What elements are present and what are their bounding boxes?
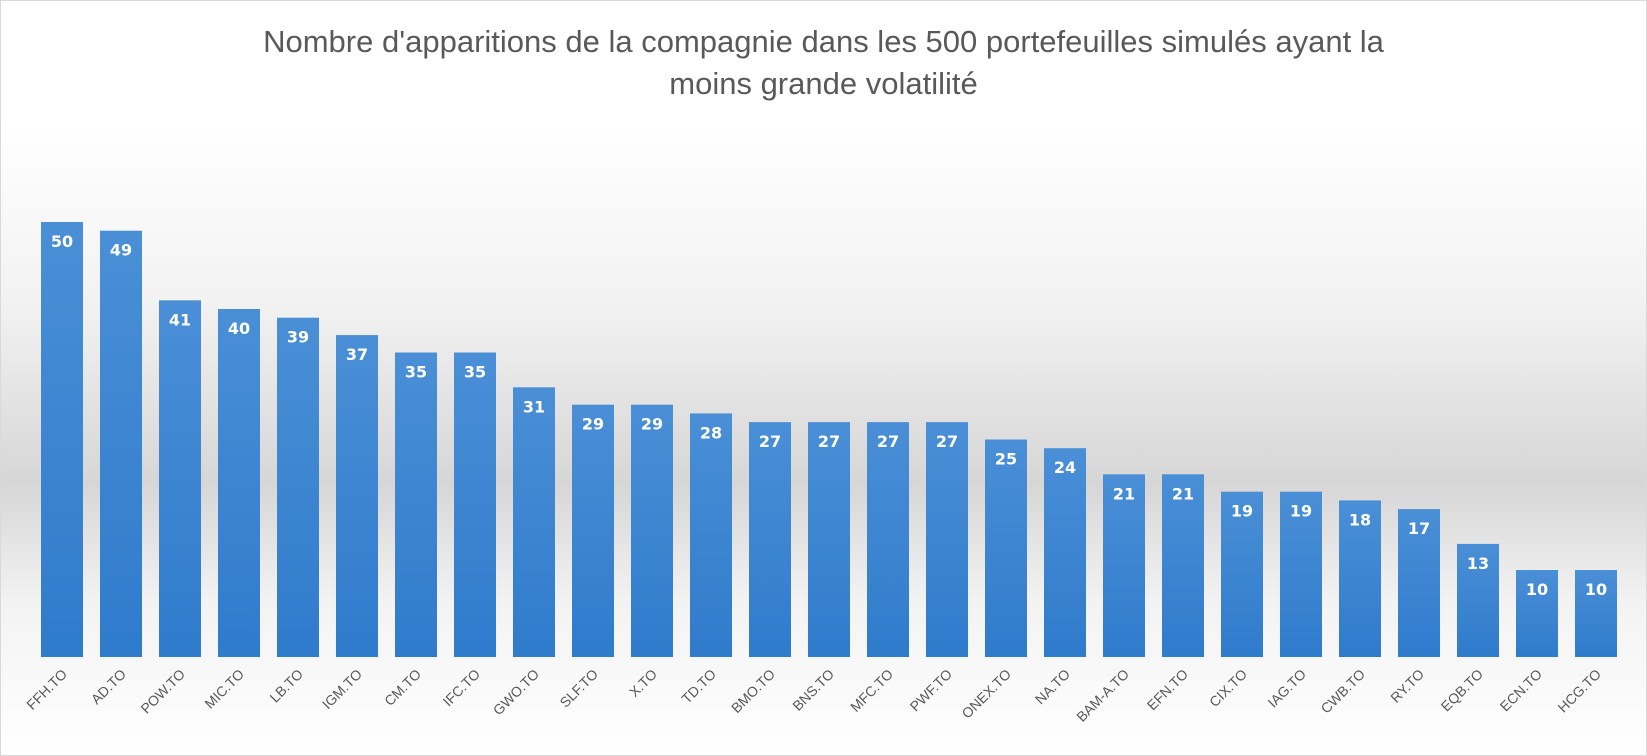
chart-title: Nombre d'apparitions de la compagnie dan… [1,21,1646,105]
bar-POW.TO [159,300,201,657]
bar-GWO.TO [513,387,555,657]
bar-IGM.TO [336,335,378,657]
tick-label-BAM-A.TO: BAM-A.TO [1073,666,1132,725]
bar-ECN.TO [1516,570,1558,657]
bar-CWB.TO [1339,500,1381,657]
bar-EQB.TO [1457,543,1499,657]
tick-label-POW.TO: POW.TO [137,666,188,717]
data-label-ECN.TO: 10 [1526,580,1548,599]
tick-label-IGM.TO: IGM.TO [319,666,365,712]
bar-BNS.TO [808,422,850,657]
chart-title-line-1: Nombre d'apparitions de la compagnie dan… [263,24,1384,59]
tick-label-AD.TO: AD.TO [88,666,129,707]
x-axis-tick-labels: FFH.TO AD.TO POW.TO MIC.TO LB.TO IGM.TO CM.TO I… [23,666,1604,725]
tick-label-TD.TO: TD.TO [678,666,719,707]
bar-TD.TO [690,413,732,657]
data-label-EFN.TO: 21 [1172,484,1194,503]
chart-title-line-2: moins grande volatilité [669,66,978,101]
tick-label-IFC.TO: IFC.TO [440,666,484,710]
tick-label-CWB.TO: CWB.TO [1317,666,1368,717]
data-label-POW.TO: 41 [169,310,191,329]
bar-BMO.TO [749,422,791,657]
data-label-SLF.TO: 29 [582,415,604,434]
tick-label-EQB.TO: EQB.TO [1438,666,1487,715]
data-label-LB.TO: 39 [287,328,309,347]
data-label-ONEX.TO: 25 [995,450,1017,469]
data-label-NA.TO: 24 [1054,458,1076,477]
bar-MFC.TO [867,422,909,657]
data-label-FFH.TO: 50 [51,232,73,251]
bar-EFN.TO [1162,474,1204,657]
bar-AD.TO [100,230,142,657]
tick-label-LB.TO: LB.TO [266,666,306,706]
tick-label-NA.TO: NA.TO [1032,666,1073,707]
data-label-CWB.TO: 18 [1349,510,1371,529]
data-label-RY.TO: 17 [1408,519,1430,538]
data-label-PWF.TO: 27 [936,432,958,451]
bar-HCG.TO [1575,570,1617,657]
tick-label-X.TO: X.TO [626,666,660,700]
data-label-HCG.TO: 10 [1585,580,1607,599]
bar-MIC.TO [218,309,260,657]
tick-label-GWO.TO: GWO.TO [490,666,542,718]
data-label-BAM-A.TO: 21 [1113,484,1135,503]
bar-CIX.TO [1221,491,1263,657]
bars [41,222,1617,657]
bar-BAM-A.TO [1103,474,1145,657]
tick-label-CIX.TO: CIX.TO [1206,666,1250,710]
data-label-X.TO: 29 [641,415,663,434]
bar-IAG.TO [1280,491,1322,657]
data-label-MFC.TO: 27 [877,432,899,451]
data-label-EQB.TO: 13 [1467,554,1489,573]
data-label-IFC.TO: 35 [464,363,486,382]
bar-SLF.TO [572,404,614,657]
data-label-CM.TO: 35 [405,363,427,382]
data-label-GWO.TO: 31 [523,397,545,416]
data-label-BMO.TO: 27 [759,432,781,451]
tick-label-CM.TO: CM.TO [381,666,424,709]
bar-ONEX.TO [985,439,1027,657]
tick-label-MFC.TO: MFC.TO [847,666,896,715]
data-labels: 50 49 41 40 39 37 35 35 31 29 29 28 27 27 27 27 25 24 21 21… [51,232,1607,599]
bar-IFC.TO [454,352,496,657]
tick-label-ONEX.TO: ONEX.TO [958,666,1014,722]
data-label-TD.TO: 28 [700,423,722,442]
tick-label-ECN.TO: ECN.TO [1497,666,1546,715]
data-label-AD.TO: 49 [110,241,132,260]
tick-label-BNS.TO: BNS.TO [789,666,837,714]
data-label-IGM.TO: 37 [346,345,368,364]
bar-LB.TO [277,317,319,657]
tick-label-RY.TO: RY.TO [1387,666,1427,706]
bar-CM.TO [395,352,437,657]
tick-label-MIC.TO: MIC.TO [201,666,247,712]
tick-label-FFH.TO: FFH.TO [23,666,70,713]
tick-label-SLF.TO: SLF.TO [556,666,601,711]
tick-label-EFN.TO: EFN.TO [1144,666,1192,714]
bar-RY.TO [1398,509,1440,657]
data-label-BNS.TO: 27 [818,432,840,451]
data-label-CIX.TO: 19 [1231,502,1253,521]
bar-PWF.TO [926,422,968,657]
data-label-IAG.TO: 19 [1290,502,1312,521]
bar-FFH.TO [41,222,83,657]
tick-label-IAG.TO: IAG.TO [1264,666,1309,711]
tick-label-PWF.TO: PWF.TO [907,666,956,715]
tick-label-BMO.TO: BMO.TO [728,666,778,716]
data-label-MIC.TO: 40 [228,319,250,338]
bar-NA.TO [1044,448,1086,657]
tick-label-HCG.TO: HCG.TO [1554,666,1604,716]
bar-X.TO [631,404,673,657]
